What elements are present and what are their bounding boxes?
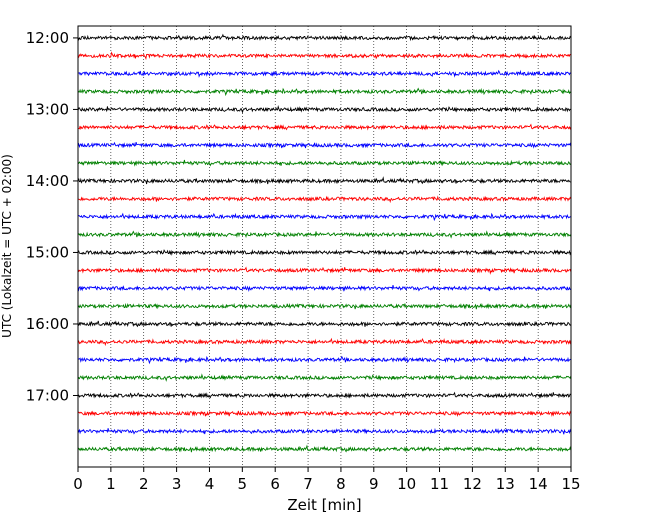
x-tick-label: 10: [397, 475, 416, 493]
seismic-trace: [77, 123, 572, 131]
seismic-trace: [77, 159, 572, 167]
x-tick-label: 4: [205, 475, 215, 493]
y-axis-label: UTC (Lokalzeit = UTC + 02:00): [0, 154, 14, 338]
seismic-trace: [77, 427, 572, 435]
seismic-trace: [77, 141, 572, 149]
y-tick-label: 15:00: [26, 243, 69, 261]
seismic-trace: [78, 51, 571, 61]
x-tick-label: 11: [430, 475, 449, 493]
x-axis-ticks: 0 1 2 3 4 5 6 7 8 9 10 11 12 13 14 15: [73, 467, 581, 493]
seismic-trace: [77, 266, 572, 275]
seismic-trace: [77, 410, 572, 418]
seismic-trace: [78, 249, 572, 256]
seismic-trace: [78, 230, 572, 239]
y-tick-label: 13:00: [26, 100, 69, 118]
x-tick-label: 14: [529, 475, 548, 493]
y-tick-label: 16:00: [26, 315, 69, 333]
x-tick-label: 2: [139, 475, 149, 493]
seismic-trace: [77, 105, 571, 114]
y-tick-label: 12:00: [26, 29, 69, 47]
seismic-trace: [77, 195, 572, 204]
seismic-trace: [77, 444, 572, 453]
x-tick-label: 8: [336, 475, 346, 493]
seismic-trace: [77, 284, 572, 292]
x-tick-label: 9: [369, 475, 379, 493]
x-tick-label: 13: [496, 475, 515, 493]
x-tick-label: 7: [303, 475, 313, 493]
seismic-trace: [77, 176, 571, 185]
seismic-trace: [77, 302, 572, 310]
x-tick-label: 5: [238, 475, 248, 493]
seismic-trace: [77, 391, 572, 399]
seismic-trace: [77, 87, 572, 97]
seismic-trace: [77, 33, 572, 42]
y-tick-label: 14:00: [26, 172, 69, 190]
x-tick-label: 12: [463, 475, 482, 493]
seismic-trace: [77, 373, 572, 382]
seismic-trace: [77, 212, 571, 222]
y-tick-label: 17:00: [26, 386, 69, 404]
x-tick-label: 3: [172, 475, 182, 493]
y-axis-ticks: 12:00 13:00 14:00 15:00 16:00 17:00: [26, 29, 78, 404]
seismic-trace: [77, 355, 572, 365]
seismic-trace: [77, 320, 572, 328]
x-tick-label: 0: [73, 475, 83, 493]
x-tick-label: 6: [270, 475, 280, 493]
seismic-trace: [77, 69, 571, 78]
x-tick-label: 1: [106, 475, 116, 493]
x-axis-label: Zeit [min]: [287, 496, 361, 514]
x-tick-label: 15: [561, 475, 580, 493]
plot-frame: [77, 25, 572, 468]
seismic-trace: [78, 337, 572, 347]
seismic-traces: [77, 33, 572, 453]
